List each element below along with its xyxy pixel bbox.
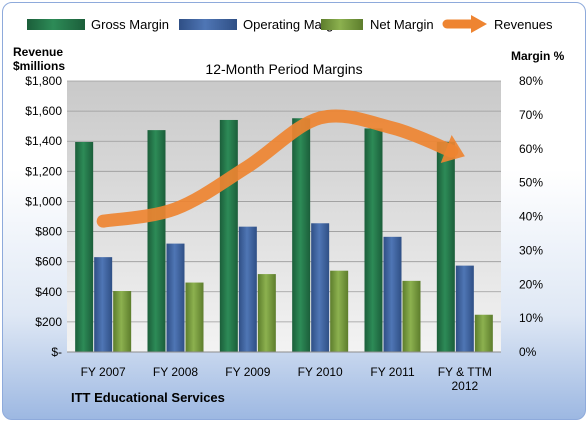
x-tick-label: FY 2008 <box>153 365 198 379</box>
legend-item-gross-margin[interactable]: Gross Margin <box>27 17 169 32</box>
legend-label-gross-margin: Gross Margin <box>91 17 169 32</box>
bar-net-margin[interactable] <box>402 280 421 352</box>
legend-label-net-margin: Net Margin <box>370 17 434 32</box>
bar-operating-margin[interactable] <box>383 236 402 352</box>
y-left-ticks: $- $200 $400 $600 $800 $1,000 $1,200 $1,400 $1,6… <box>25 74 62 359</box>
y-left-tick-label: $800 <box>35 225 62 239</box>
y-left-title-line2: $millions <box>13 59 65 73</box>
bar-operating-margin[interactable] <box>94 257 113 352</box>
y-right-tick-label: 10% <box>519 311 543 325</box>
bar-gross-margin[interactable] <box>436 141 455 352</box>
bar-operating-margin[interactable] <box>455 265 474 352</box>
bar-net-margin[interactable] <box>257 274 276 352</box>
y-right-title: Margin % <box>511 49 565 63</box>
legend-label-revenues: Revenues <box>494 17 553 32</box>
chart-title: 12-Month Period Margins <box>205 61 362 77</box>
bar-net-margin[interactable] <box>474 314 493 352</box>
y-left-tick-label: $1,600 <box>25 104 62 118</box>
bar-gross-margin[interactable] <box>292 118 311 352</box>
y-left-tick-label: $1,000 <box>25 194 62 208</box>
legend-item-operating-margin[interactable]: Operating Margin <box>179 17 343 32</box>
y-right-tick-label: 60% <box>519 142 543 156</box>
revenue-series <box>96 109 465 228</box>
bar-gross-margin[interactable] <box>147 130 166 352</box>
bar-gross-margin[interactable] <box>364 128 383 352</box>
x-tick-label: FY 2010 <box>298 365 343 379</box>
y-right-tick-label: 20% <box>519 277 543 291</box>
y-left-tick-label: $600 <box>35 255 62 269</box>
revenue-arrowhead <box>440 135 465 163</box>
y-left-tick-label: $1,400 <box>25 134 62 148</box>
x-tick-label: FY 2007 <box>81 365 126 379</box>
y-left-tick-label: $- <box>51 345 62 359</box>
y-left-tick-label: $400 <box>35 285 62 299</box>
bar-net-margin[interactable] <box>330 270 349 352</box>
bar-gross-margin[interactable] <box>219 119 238 352</box>
y-left-tick-label: $1,800 <box>25 74 62 88</box>
y-left-tick-label: $200 <box>35 315 62 329</box>
y-right-tick-label: 70% <box>519 108 543 122</box>
footer-company-name: ITT Educational Services <box>71 390 225 405</box>
legend-swatch-revenues-arrow <box>442 15 487 33</box>
legend-item-revenues[interactable]: Revenues <box>442 15 553 33</box>
y-right-ticks: 0% 10% 20% 30% 40% 50% 60% 70% 80% <box>519 74 543 359</box>
y-right-tick-label: 30% <box>519 243 543 257</box>
legend-item-net-margin[interactable]: Net Margin <box>321 17 434 32</box>
bar-operating-margin[interactable] <box>166 243 185 352</box>
y-right-tick-label: 50% <box>519 176 543 190</box>
x-tick-label: FY 2009 <box>225 365 270 379</box>
y-right-tick-label: 40% <box>519 210 543 224</box>
legend-swatch-net-margin <box>321 19 363 30</box>
x-tick-label: FY & TTM <box>438 365 492 379</box>
bars <box>75 118 493 352</box>
legend-swatch-gross-margin <box>27 19 85 30</box>
legend-label-operating-margin: Operating Margin <box>243 17 343 32</box>
bar-operating-margin[interactable] <box>311 223 330 352</box>
bar-operating-margin[interactable] <box>238 226 257 352</box>
legend: Gross Margin Operating Margin Net Margin… <box>27 15 553 33</box>
y-right-tick-label: 80% <box>519 74 543 88</box>
bar-gross-margin[interactable] <box>75 141 94 352</box>
x-tick-label: 2012 <box>451 379 478 393</box>
y-right-tick-label: 0% <box>519 345 537 359</box>
bar-net-margin[interactable] <box>113 291 132 352</box>
x-ticks: FY 2007 FY 2008 FY 2009 FY 2010 FY 2011 FY & … <box>81 365 492 393</box>
legend-swatch-operating-margin <box>179 19 237 30</box>
y-left-tick-label: $1,200 <box>25 164 62 178</box>
chart-svg: Gross Margin Operating Margin Net Margin… <box>13 15 565 405</box>
y-left-title-line1: Revenue <box>13 45 63 59</box>
bar-net-margin[interactable] <box>185 282 204 352</box>
x-tick-label: FY 2011 <box>370 365 415 379</box>
